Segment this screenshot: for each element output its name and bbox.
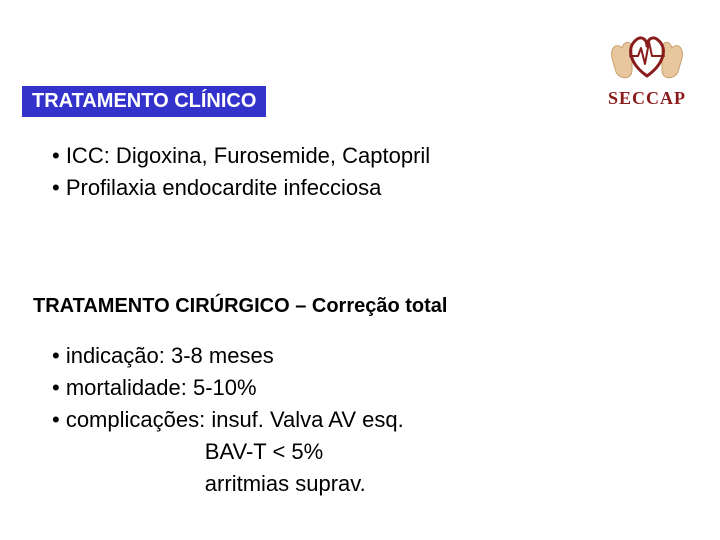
bullet-line: • Profilaxia endocardite infecciosa [52,172,430,204]
bullets-cirurgico: • indicação: 3-8 meses • mortalidade: 5-… [52,340,404,499]
bullet-line: arritmias suprav. [52,468,404,500]
bullet-line: • ICC: Digoxina, Furosemide, Captopril [52,140,430,172]
seccap-logo-text: SECCAP [592,88,702,109]
bullets-clinico: • ICC: Digoxina, Furosemide, Captopril •… [52,140,430,204]
slide: SECCAP TRATAMENTO CLÍNICO • ICC: Digoxin… [0,0,720,540]
bullet-line: BAV-T < 5% [52,436,404,468]
heart-hands-icon [602,18,692,90]
seccap-logo: SECCAP [592,18,702,109]
bullet-line: • mortalidade: 5-10% [52,372,404,404]
heading-clinico: TRATAMENTO CLÍNICO [22,86,266,117]
heading-clinico-text: TRATAMENTO CLÍNICO [32,90,256,112]
heading-cirurgico: TRATAMENTO CIRÚRGICO – Correção total [22,290,458,323]
bullet-line: • indicação: 3-8 meses [52,340,404,372]
heading-cirurgico-text: TRATAMENTO CIRÚRGICO – Correção total [33,295,447,317]
bullet-line: • complicações: insuf. Valva AV esq. [52,404,404,436]
